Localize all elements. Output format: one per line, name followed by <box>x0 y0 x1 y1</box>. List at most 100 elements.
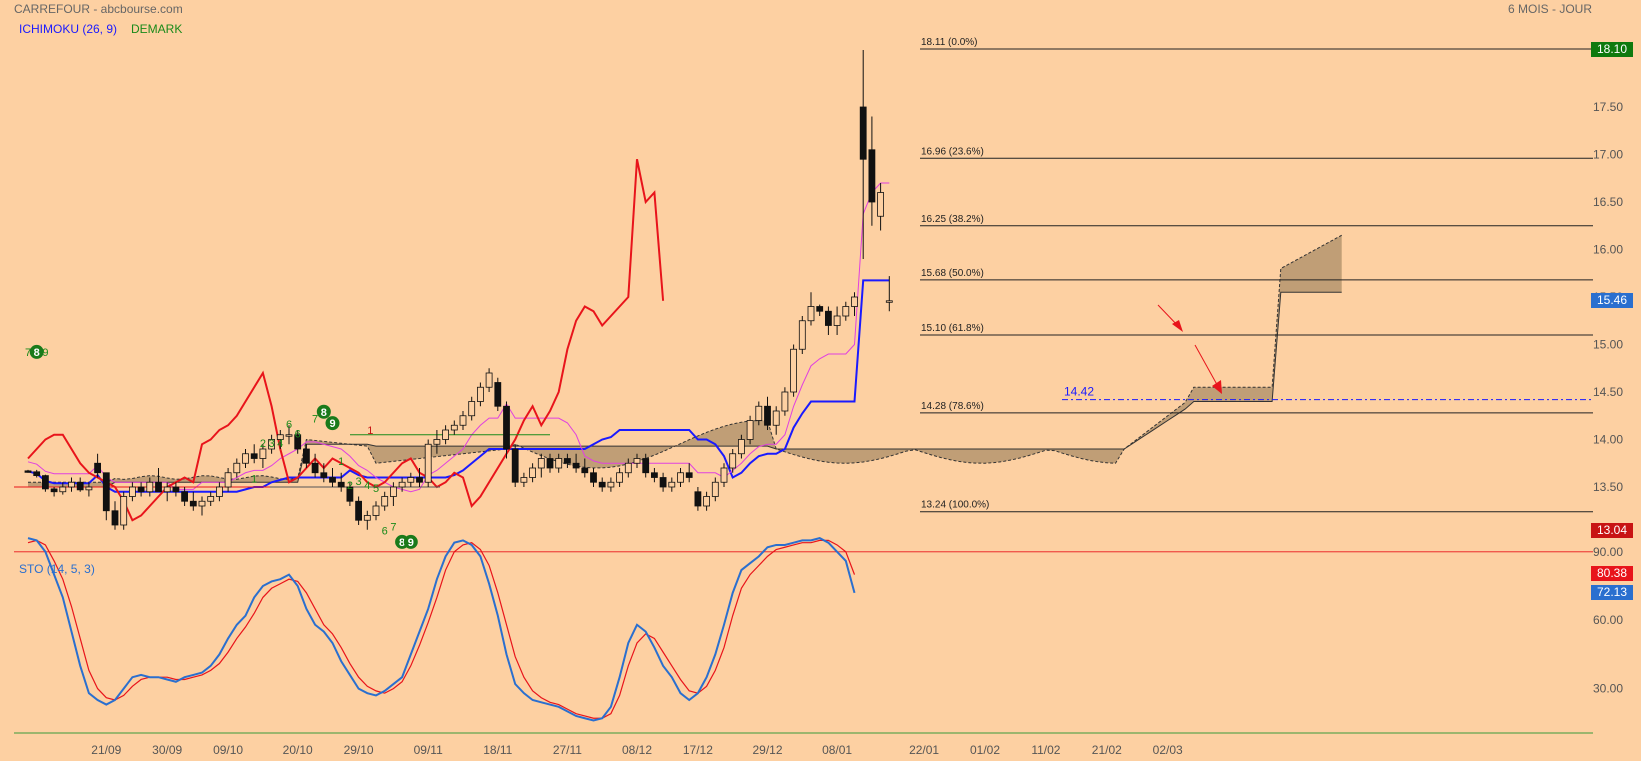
candle-body-up <box>885 300 893 303</box>
candle-body-up <box>433 439 441 445</box>
candle <box>233 458 241 478</box>
candle <box>537 453 545 478</box>
senkou-b-line <box>28 291 1342 488</box>
candle <box>529 463 536 483</box>
candle-body-up <box>555 458 563 469</box>
candle-body-down <box>685 472 693 478</box>
demark-count-label: 6 <box>286 419 292 431</box>
fib-label: 15.10 (61.8%) <box>921 323 984 334</box>
candle-body-down <box>546 458 554 469</box>
forecast-arrow-1-head <box>1172 320 1183 332</box>
x-tick-label: 27/11 <box>553 743 582 757</box>
candle-body-up <box>146 481 154 493</box>
x-tick-label: 08/12 <box>622 743 652 757</box>
candle <box>859 50 867 259</box>
candle <box>285 425 293 445</box>
candle <box>807 292 815 326</box>
candle <box>128 482 136 502</box>
candle <box>407 472 415 487</box>
fib-label: 13.24 (100.0%) <box>921 500 989 511</box>
candle-body-down <box>137 486 145 493</box>
candle <box>346 482 354 506</box>
candle <box>433 430 441 454</box>
candle <box>798 316 806 354</box>
fib-label: 18.11 (0.0%) <box>921 37 978 48</box>
candle <box>720 463 728 487</box>
candle <box>94 453 101 478</box>
candle-body-up <box>607 481 615 488</box>
candle-body-down <box>50 488 58 493</box>
demark-count-label: 2 <box>347 480 353 492</box>
sto-tag: 80.38 <box>1591 565 1633 581</box>
candle-body-up <box>363 515 371 521</box>
candle-body-up <box>207 496 215 502</box>
sto-k-line <box>27 537 856 722</box>
demark-count-label: 6 <box>295 429 301 441</box>
candle-body-down <box>320 472 328 478</box>
x-tick-label: 17/12 <box>683 743 713 757</box>
candle <box>207 491 215 506</box>
sto-tick-label: 60.00 <box>1593 613 1623 627</box>
candle-body-down <box>250 453 258 459</box>
candle <box>146 477 154 497</box>
candle <box>781 387 789 416</box>
candle-body-up <box>242 453 249 464</box>
candle <box>24 469 32 473</box>
candle <box>851 292 858 316</box>
x-tick-label: 29/12 <box>752 743 782 757</box>
candle <box>598 477 606 492</box>
candle-body-down <box>355 500 363 521</box>
candle <box>790 344 797 397</box>
period-label: 6 MOIS - JOUR <box>1507 2 1592 16</box>
candle <box>50 487 58 497</box>
x-tick-label: 21/02 <box>1092 743 1122 757</box>
candle-body-down <box>329 477 336 483</box>
candle-body-down <box>694 491 702 507</box>
candle <box>590 468 597 487</box>
candle <box>250 444 258 464</box>
candle-body-down <box>181 491 189 502</box>
candle-body-down <box>172 486 180 493</box>
candle-body-down <box>76 481 84 491</box>
candle <box>181 487 189 506</box>
candle-body-up <box>163 486 171 493</box>
candle-body-up <box>781 391 789 412</box>
candle <box>476 382 484 407</box>
candle <box>111 501 119 530</box>
candle <box>877 183 884 231</box>
candle-body-up <box>59 486 67 493</box>
candle-body-up <box>746 420 754 440</box>
candle <box>363 510 371 530</box>
candle <box>677 468 684 487</box>
candle-body-down <box>102 472 110 512</box>
candle <box>424 439 432 487</box>
candle <box>685 463 693 483</box>
candle <box>729 449 737 473</box>
candle <box>764 396 771 430</box>
candle-body-up <box>729 453 737 469</box>
candle <box>668 477 676 492</box>
x-tick-label: 21/09 <box>91 743 121 757</box>
candle-body-up <box>616 472 623 483</box>
candle-body-up <box>668 481 676 488</box>
price-tag: 13.04 <box>1591 522 1633 538</box>
candle <box>329 468 336 487</box>
price-tick-label: 14.00 <box>1593 433 1623 447</box>
candle-body-down <box>598 481 606 488</box>
demark-count-label: 7 <box>25 347 31 359</box>
candle-body-up <box>703 496 710 507</box>
candle-body-down <box>764 405 771 426</box>
candle-body-down <box>33 471 41 476</box>
candle <box>276 430 284 449</box>
candle-body-down <box>859 106 867 160</box>
candle <box>633 453 641 468</box>
demark-count-label: 8 <box>34 347 40 359</box>
candle <box>381 491 389 511</box>
candle-body-up <box>485 372 493 388</box>
demark-count-label: 9 <box>408 537 414 549</box>
candle <box>651 468 658 483</box>
candle-body-up <box>120 496 128 526</box>
candle <box>224 468 232 492</box>
